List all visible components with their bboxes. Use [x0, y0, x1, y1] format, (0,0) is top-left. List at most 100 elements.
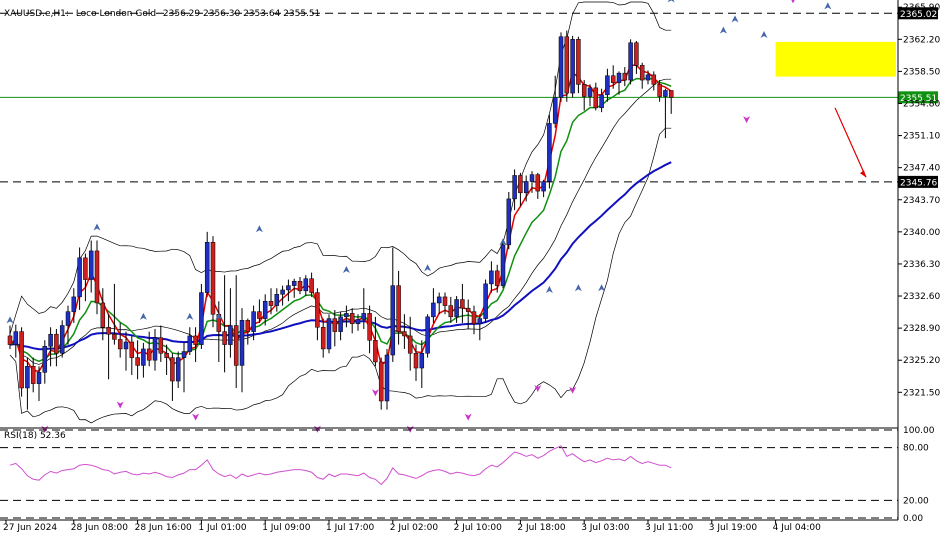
candle	[448, 296, 454, 323]
down-signal-arrow	[313, 425, 321, 433]
candle-body	[639, 65, 645, 81]
candle	[54, 328, 59, 367]
candle-body	[71, 296, 77, 312]
candle	[663, 88, 668, 139]
candle-body	[668, 90, 674, 98]
price-levels: 2365.02 2355.51 2345.76	[0, 7, 938, 188]
candle-body	[529, 174, 535, 182]
candle-body	[193, 335, 198, 345]
candle-body	[657, 84, 662, 97]
price-tick-label: 2365.90	[903, 3, 940, 13]
candle-body	[291, 281, 297, 286]
price-tick-label: 2332.60	[903, 292, 940, 302]
candle-body	[152, 337, 158, 361]
candle	[19, 327, 24, 397]
header-description: Loco London Gold	[76, 9, 156, 19]
candle	[483, 279, 488, 323]
candle-body	[158, 337, 164, 354]
candle-body	[547, 123, 552, 182]
header-symbol: XAUUSD.e,H1:	[4, 9, 69, 19]
candle-body	[355, 319, 361, 325]
candle	[332, 309, 338, 347]
candle	[117, 322, 123, 358]
candle-body	[500, 244, 506, 286]
candle-body	[384, 354, 390, 402]
candle	[471, 305, 477, 335]
candle-body	[373, 340, 378, 363]
price-tick-label: 2351.10	[903, 132, 940, 142]
candle-body	[164, 353, 169, 358]
price-level-label: 2345.76	[900, 178, 937, 188]
up-signal-arrow	[139, 312, 147, 320]
candle-body	[268, 300, 274, 306]
candle	[158, 325, 164, 362]
candle	[454, 296, 459, 323]
time-tick-label: 1 Jul 17:00	[326, 523, 375, 533]
candle-body	[59, 325, 65, 354]
time-axis[interactable]: 27 Jun 2024 28 Jun 08:00 28 Jun 16:00 1 Jul…	[0, 519, 898, 533]
candle	[187, 327, 193, 356]
candle	[123, 331, 129, 371]
header-ohlc: 2356.29 2356.30 2353.64 2355.51	[163, 9, 320, 19]
time-tick-label: 2 Jul 10:00	[454, 523, 503, 533]
candle-body	[431, 302, 436, 318]
candle-body	[77, 257, 82, 298]
candle-body	[146, 348, 152, 361]
candle	[193, 327, 198, 362]
candle-body	[123, 341, 129, 350]
candle	[146, 331, 152, 367]
candle-body	[465, 307, 471, 312]
up-signal-arrow	[824, 2, 832, 10]
candle-body	[320, 327, 326, 350]
candle-body	[483, 283, 488, 319]
candle-body	[65, 311, 71, 326]
price-tick-label: 2325.20	[903, 356, 940, 366]
down-signal-arrow	[406, 425, 414, 433]
candle-body	[100, 302, 106, 328]
candle-body	[326, 318, 332, 350]
up-signal-arrow	[574, 284, 582, 292]
candle	[494, 264, 500, 293]
time-tick-label: 28 Jun 16:00	[135, 523, 192, 533]
candle-body	[587, 87, 593, 97]
candle	[152, 328, 158, 371]
candle-body	[117, 339, 123, 350]
time-tick-label: 3 Jul 11:00	[645, 523, 694, 533]
price-level-label: 2365.02	[900, 10, 937, 20]
candle-body	[315, 292, 320, 328]
candle-body	[332, 318, 338, 332]
candle	[547, 114, 552, 189]
candle	[106, 314, 111, 380]
candle-body	[239, 320, 245, 366]
down-signal-arrow	[371, 389, 379, 397]
price-tick-label: 2343.70	[903, 196, 940, 206]
candle	[286, 279, 291, 302]
price-axis[interactable]: 2365.90 2362.20 2358.50 2354.80 2351.10 2347.…	[897, 0, 940, 524]
candle	[628, 39, 633, 85]
candle	[88, 240, 94, 293]
candle	[558, 32, 564, 102]
candle-body	[228, 325, 233, 345]
candle-body	[622, 72, 628, 81]
candle	[181, 342, 187, 393]
candle	[25, 357, 30, 410]
forecast-arrow	[834, 107, 867, 178]
candle	[42, 340, 48, 384]
candle-body	[402, 331, 407, 337]
down-signal-arrow	[569, 386, 577, 394]
candle	[315, 288, 320, 341]
price-tick-label: 2362.20	[903, 35, 940, 45]
highlight-zone	[775, 41, 896, 77]
candle	[581, 80, 587, 111]
candle	[65, 305, 71, 345]
candle-body	[25, 366, 30, 389]
price-tick-label: 2336.30	[903, 260, 940, 270]
candle-body	[541, 181, 546, 192]
candle-body	[448, 305, 454, 318]
price-level-label: 2355.51	[900, 94, 937, 104]
down-signal-arrow	[116, 401, 124, 409]
candle	[564, 30, 570, 102]
up-signal-arrow	[6, 316, 14, 324]
candle-body	[245, 320, 251, 332]
candle	[419, 340, 425, 388]
